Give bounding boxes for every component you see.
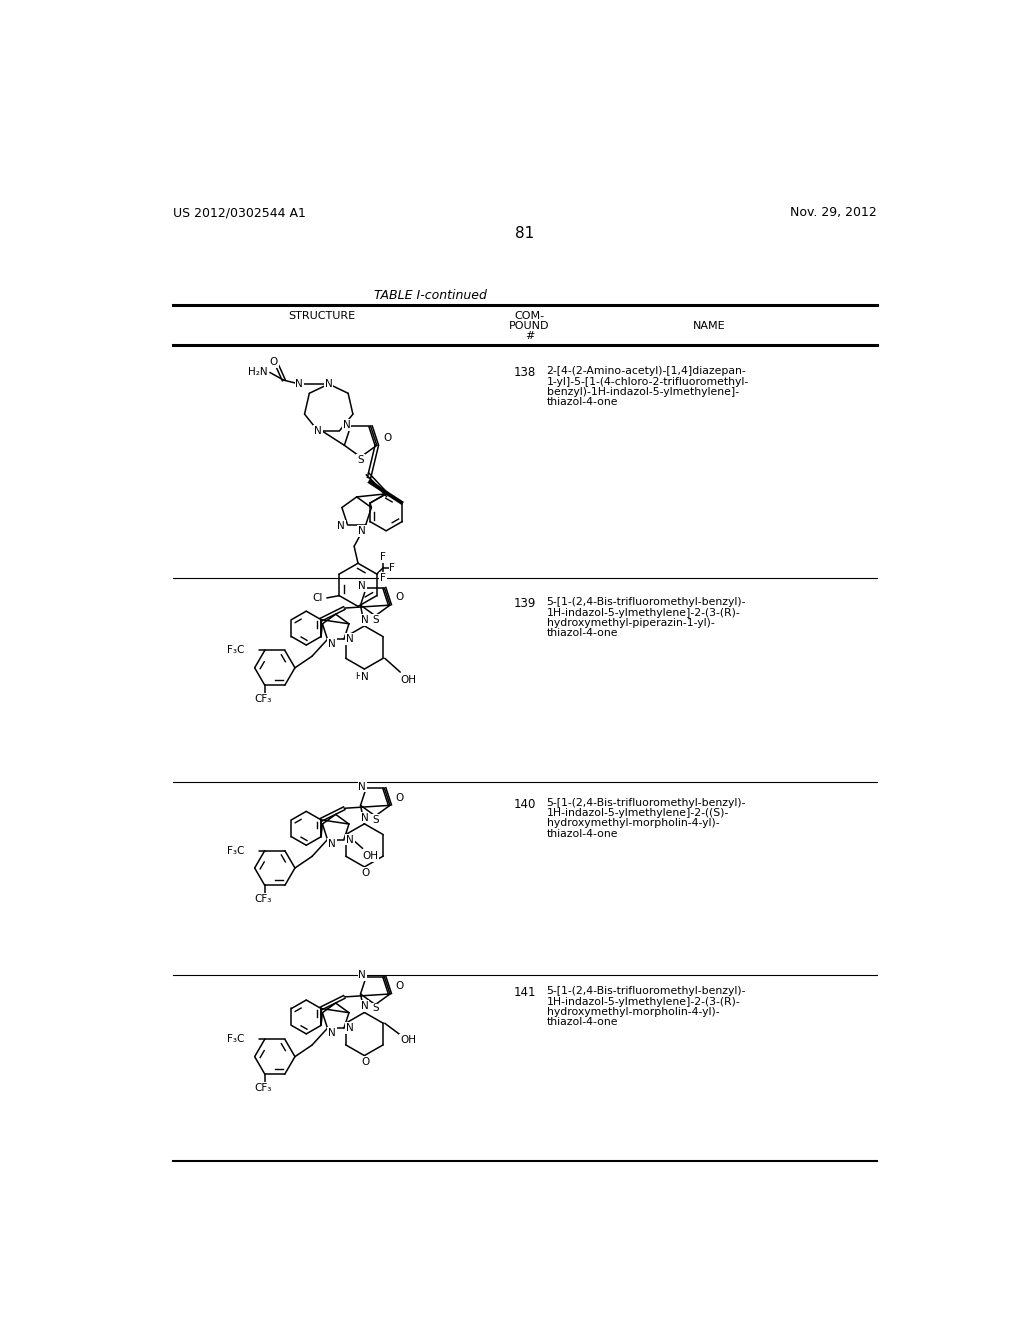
Text: O: O: [361, 869, 370, 878]
Text: POUND: POUND: [509, 321, 550, 331]
Text: N: N: [360, 615, 369, 624]
Text: STRUCTURE: STRUCTURE: [288, 312, 355, 321]
Text: N: N: [329, 840, 336, 849]
Text: O: O: [361, 1057, 370, 1067]
Text: 5-[1-(2,4-Bis-trifluoromethyl-benzyl)-: 5-[1-(2,4-Bis-trifluoromethyl-benzyl)-: [547, 986, 746, 997]
Text: N: N: [329, 1028, 336, 1038]
Text: hydroxymethyl-morpholin-4-yl)-: hydroxymethyl-morpholin-4-yl)-: [547, 818, 719, 828]
Text: F₃C: F₃C: [227, 1035, 245, 1044]
Text: O: O: [395, 593, 403, 602]
Text: O: O: [269, 358, 278, 367]
Text: N: N: [314, 426, 322, 436]
Text: 2-[4-(2-Amino-acetyl)-[1,4]diazepan-: 2-[4-(2-Amino-acetyl)-[1,4]diazepan-: [547, 367, 746, 376]
Text: O: O: [384, 433, 392, 442]
Text: 141: 141: [514, 986, 537, 999]
Text: O: O: [395, 981, 403, 991]
Text: 81: 81: [515, 226, 535, 242]
Text: TABLE I-continued: TABLE I-continued: [374, 289, 486, 302]
Text: O: O: [395, 792, 403, 803]
Text: OH: OH: [362, 851, 379, 861]
Text: H: H: [355, 672, 361, 681]
Text: thiazol-4-one: thiazol-4-one: [547, 1018, 618, 1027]
Text: 5-[1-(2,4-Bis-trifluoromethyl-benzyl)-: 5-[1-(2,4-Bis-trifluoromethyl-benzyl)-: [547, 797, 746, 808]
Text: N: N: [329, 639, 336, 649]
Text: 1H-indazol-5-ylmethylene]-2-(3-(R)-: 1H-indazol-5-ylmethylene]-2-(3-(R)-: [547, 997, 740, 1007]
Text: US 2012/0302544 A1: US 2012/0302544 A1: [173, 206, 306, 219]
Text: thiazol-4-one: thiazol-4-one: [547, 628, 618, 639]
Text: 1H-indazol-5-ylmethylene]-2-(3-(R)-: 1H-indazol-5-ylmethylene]-2-(3-(R)-: [547, 607, 740, 618]
Text: F: F: [380, 552, 386, 562]
Text: F: F: [389, 562, 395, 573]
Text: 138: 138: [514, 367, 537, 379]
Text: Cl: Cl: [312, 593, 323, 603]
Text: CF₃: CF₃: [255, 894, 271, 904]
Text: N: N: [358, 970, 367, 981]
Text: N: N: [360, 672, 369, 681]
Text: N: N: [295, 379, 303, 389]
Text: H₂N: H₂N: [248, 367, 267, 378]
Text: OH: OH: [400, 675, 416, 685]
Text: 140: 140: [514, 797, 537, 810]
Text: N: N: [346, 834, 354, 845]
Text: F: F: [380, 573, 386, 583]
Text: OH: OH: [400, 1035, 416, 1045]
Text: S: S: [372, 1003, 379, 1014]
Text: N: N: [358, 581, 367, 591]
Text: COM-: COM-: [514, 312, 545, 321]
Text: S: S: [357, 455, 364, 465]
Text: hydroxymethyl-morpholin-4-yl)-: hydroxymethyl-morpholin-4-yl)-: [547, 1007, 719, 1016]
Text: CF₃: CF₃: [255, 1082, 271, 1093]
Text: 139: 139: [514, 597, 537, 610]
Text: #: #: [524, 331, 535, 341]
Text: CF₃: CF₃: [255, 694, 271, 704]
Text: thiazol-4-one: thiazol-4-one: [547, 397, 618, 408]
Text: 1H-indazol-5-ylmethylene]-2-((S)-: 1H-indazol-5-ylmethylene]-2-((S)-: [547, 808, 729, 818]
Text: benzyl)-1H-indazol-5-ylmethylene]-: benzyl)-1H-indazol-5-ylmethylene]-: [547, 387, 738, 397]
Text: 5-[1-(2,4-Bis-trifluoromethyl-benzyl)-: 5-[1-(2,4-Bis-trifluoromethyl-benzyl)-: [547, 597, 746, 607]
Text: N: N: [346, 1023, 354, 1034]
Text: S: S: [372, 615, 379, 624]
Text: N: N: [358, 781, 367, 792]
Text: NAME: NAME: [693, 321, 726, 331]
Text: thiazol-4-one: thiazol-4-one: [547, 829, 618, 838]
Text: N: N: [360, 813, 369, 822]
Text: 1-yl]-5-[1-(4-chloro-2-trifluoromethyl-: 1-yl]-5-[1-(4-chloro-2-trifluoromethyl-: [547, 376, 749, 387]
Text: F₃C: F₃C: [227, 645, 245, 656]
Text: N: N: [343, 420, 350, 430]
Text: hydroxymethyl-piperazin-1-yl)-: hydroxymethyl-piperazin-1-yl)-: [547, 618, 715, 628]
Text: N: N: [325, 379, 333, 389]
Text: N: N: [338, 521, 345, 532]
Text: N: N: [358, 525, 366, 536]
Text: N: N: [346, 635, 354, 644]
Text: S: S: [372, 814, 379, 825]
Text: F₃C: F₃C: [227, 846, 245, 855]
Text: N: N: [360, 1002, 369, 1011]
Text: Nov. 29, 2012: Nov. 29, 2012: [790, 206, 877, 219]
